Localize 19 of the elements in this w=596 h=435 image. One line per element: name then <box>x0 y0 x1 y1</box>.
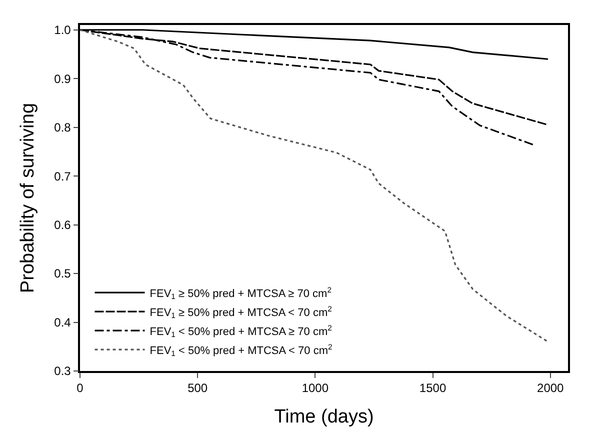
y-tick-label: 0.7 <box>54 169 72 184</box>
x-tick-label: 1000 <box>302 381 329 396</box>
x-tick-label: 500 <box>188 381 208 396</box>
y-tick-label: 0.9 <box>54 72 72 86</box>
x-axis-title: Time (days) <box>274 406 374 428</box>
legend-label: FEV$_{1}$ < 50% pred + MTCSA ≥ 70 cm$^{2}$ <box>150 323 332 340</box>
y-tick-label: 0.3 <box>54 364 72 378</box>
y-tick-label: 0.6 <box>54 218 72 232</box>
x-tick-label: 2000 <box>537 381 564 396</box>
y-tick-label: 0.8 <box>54 120 72 135</box>
x-tick-label: 1500 <box>419 381 446 396</box>
legend-label: FEV$_{1}$ ≥ 50% pred + MTCSA ≥ 70 cm$^{2}$ <box>150 285 332 302</box>
legend-label: FEV$_{1}$ ≥ 50% pred + MTCSA < 70 cm$^{2}$ <box>150 304 332 320</box>
y-axis-title: Probability of surviving <box>18 102 39 294</box>
x-tick-label: 0 <box>76 381 84 396</box>
y-tick-label: 0.5 <box>54 266 72 281</box>
legend-label: FEV$_{1}$ < 50% pred + MTCSA < 70 cm$^{2}$ <box>150 342 332 358</box>
y-tick-label: 0.4 <box>54 315 72 330</box>
y-tick-label: 1.0 <box>54 23 72 38</box>
